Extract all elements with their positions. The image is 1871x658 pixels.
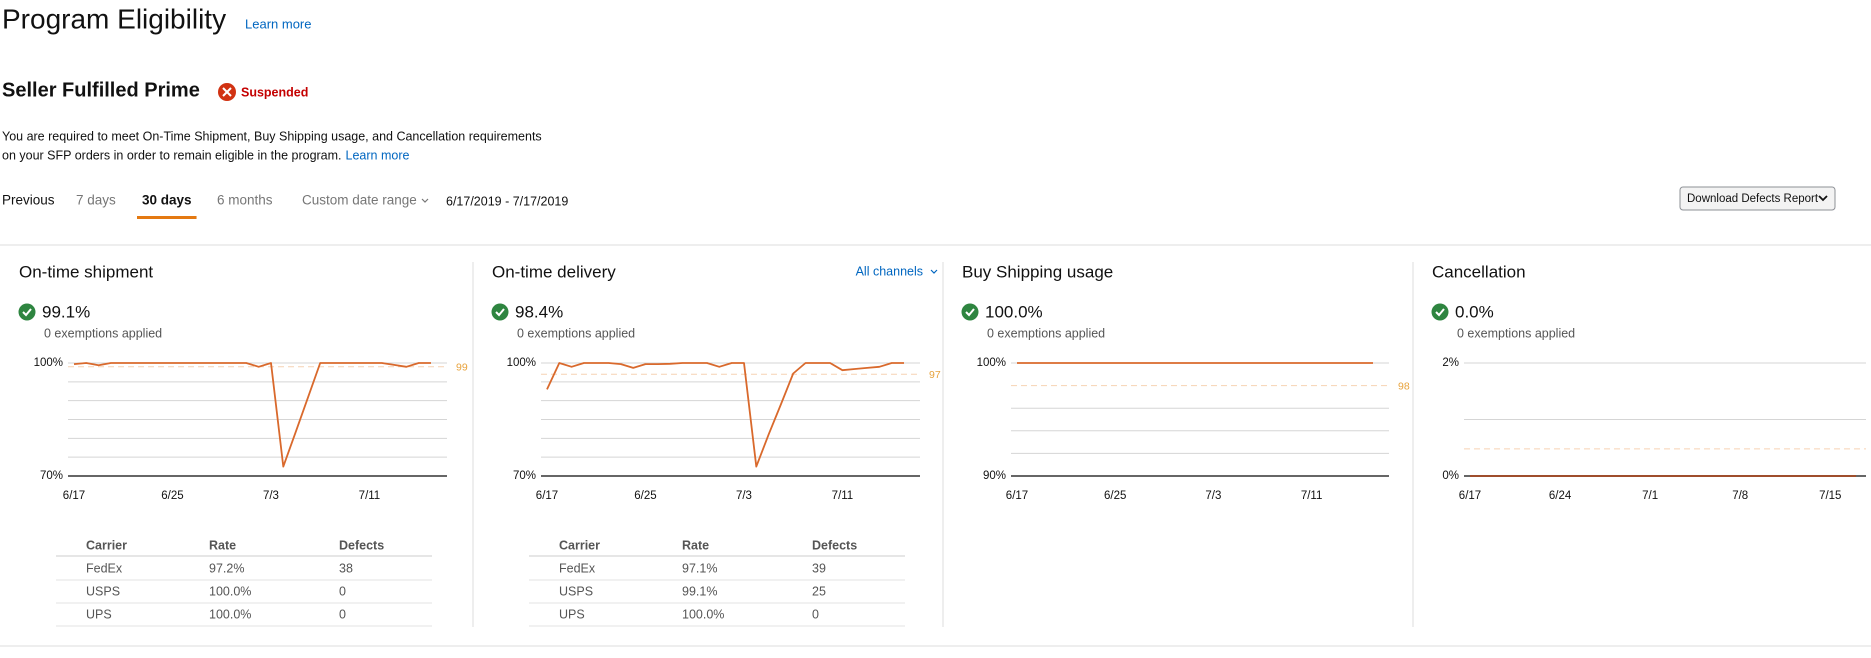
table-cell: 0 — [812, 607, 819, 621]
metric-value: 98.4% — [515, 302, 563, 321]
table-cell: USPS — [86, 584, 120, 598]
table-cell: FedEx — [86, 561, 123, 575]
program-name: Seller Fulfilled Prime — [2, 79, 200, 101]
panel-title: Buy Shipping usage — [962, 262, 1113, 281]
metric-value: 0.0% — [1455, 302, 1494, 321]
check-mark — [965, 308, 975, 317]
data-line — [546, 362, 904, 468]
table-cell: USPS — [559, 584, 593, 598]
table-cell: 97.1% — [682, 561, 717, 575]
learn-more-link[interactable]: Learn more — [245, 16, 311, 31]
x-tick-label: 7/3 — [1205, 490, 1221, 502]
table-cell: UPS — [86, 607, 112, 621]
table-header: Rate — [682, 538, 709, 552]
table-cell: 99.1% — [682, 584, 717, 598]
y-tick-label: 100% — [977, 357, 1006, 369]
target-label: 97 — [929, 369, 941, 381]
y-tick-label: 100% — [34, 357, 63, 369]
x-tick-label: 7/11 — [359, 490, 381, 502]
x-tick-label: 6/17 — [536, 490, 558, 502]
panel-title: On-time delivery — [492, 262, 616, 281]
metric-value: 100.0% — [985, 302, 1043, 321]
x-tick-label: 6/24 — [1549, 490, 1572, 502]
check-mark — [22, 308, 32, 317]
download-label: Download Defects Report — [1687, 193, 1819, 205]
x-tick-label: 7/3 — [736, 490, 752, 502]
table-cell: 39 — [812, 561, 826, 575]
table-cell: FedEx — [559, 561, 596, 575]
x-tick-label: 7/11 — [1301, 490, 1323, 502]
tab[interactable]: 7 days — [76, 193, 116, 208]
suspended-icon — [218, 83, 236, 101]
y-tick-label: 70% — [40, 470, 63, 482]
date-range-picker[interactable]: 6/17/2019 - 7/17/2019 — [421, 194, 568, 208]
check-icon — [18, 303, 36, 321]
x-tick-label: 7/3 — [263, 490, 279, 502]
date-range: 6/17/2019 - 7/17/2019 — [446, 194, 568, 208]
table-cell: 25 — [812, 584, 826, 598]
x-tick-label: 7/8 — [1732, 490, 1748, 502]
target-label: 99 — [456, 362, 468, 374]
y-tick-label: 2% — [1442, 357, 1459, 369]
table-cell: 0 — [339, 584, 346, 598]
y-tick-label: 90% — [983, 470, 1006, 482]
table-header: Carrier — [86, 538, 127, 552]
table-cell: UPS — [559, 607, 585, 621]
check-icon — [1431, 303, 1449, 321]
y-tick-label: 0% — [1442, 470, 1459, 482]
download-button[interactable]: Download Defects Report — [1679, 186, 1836, 211]
table-header: Carrier — [559, 538, 600, 552]
x-tick-label: 7/15 — [1819, 490, 1841, 502]
check-icon — [961, 303, 979, 321]
x-tick-label: 7/11 — [832, 490, 854, 502]
x-tick-label: 6/17 — [1459, 490, 1481, 502]
exemptions: 0 exemptions applied — [44, 326, 162, 340]
description-line: on your SFP orders in order to remain el… — [2, 148, 342, 162]
target-label: 98 — [1398, 380, 1410, 392]
description-line: You are required to meet On-Time Shipmen… — [2, 129, 542, 143]
table-cell: 100.0% — [209, 584, 251, 598]
date-tabs: Previous 7 days 30 days 6 months Custom date… — [2, 193, 417, 219]
x-tick-label: 6/25 — [634, 490, 656, 502]
learn-more-link[interactable]: Learn more — [346, 148, 410, 162]
x-tick-label: 6/17 — [1006, 490, 1028, 502]
table-header: Defects — [339, 538, 384, 552]
x-tick-label: 6/25 — [161, 490, 183, 502]
table-cell: 97.2% — [209, 561, 244, 575]
page-title: Program Eligibility — [2, 3, 226, 34]
filter-chevron — [930, 269, 938, 274]
x-tick-label: 6/25 — [1104, 490, 1126, 502]
exemptions: 0 exemptions applied — [1457, 326, 1575, 340]
exemptions: 0 exemptions applied — [987, 326, 1105, 340]
table-header: Rate — [209, 538, 236, 552]
x-tick-label: 6/17 — [63, 490, 85, 502]
table-cell: 100.0% — [682, 607, 724, 621]
program-status: Suspended — [241, 85, 308, 99]
table-header: Defects — [812, 538, 857, 552]
table-cell: 0 — [339, 607, 346, 621]
check-icon — [491, 303, 509, 321]
y-tick-label: 100% — [507, 357, 536, 369]
channel-filter[interactable]: All channels — [856, 264, 923, 278]
panel-title: On-time shipment — [19, 262, 153, 281]
x-tick-label: 7/1 — [1642, 490, 1658, 502]
check-mark — [1435, 308, 1445, 317]
tab[interactable]: Previous — [2, 193, 55, 208]
table-cell: 38 — [339, 561, 353, 575]
panel-title: Cancellation — [1432, 262, 1526, 281]
active-tab-underline — [137, 216, 197, 219]
tab[interactable]: Custom date range — [302, 193, 417, 208]
tab[interactable]: 6 months — [217, 193, 273, 208]
check-mark — [495, 308, 505, 317]
table-cell: 100.0% — [209, 607, 251, 621]
data-line — [73, 362, 431, 468]
y-tick-label: 70% — [513, 470, 536, 482]
metric-value: 99.1% — [42, 302, 90, 321]
tab[interactable]: 30 days — [142, 193, 192, 208]
exemptions: 0 exemptions applied — [517, 326, 635, 340]
